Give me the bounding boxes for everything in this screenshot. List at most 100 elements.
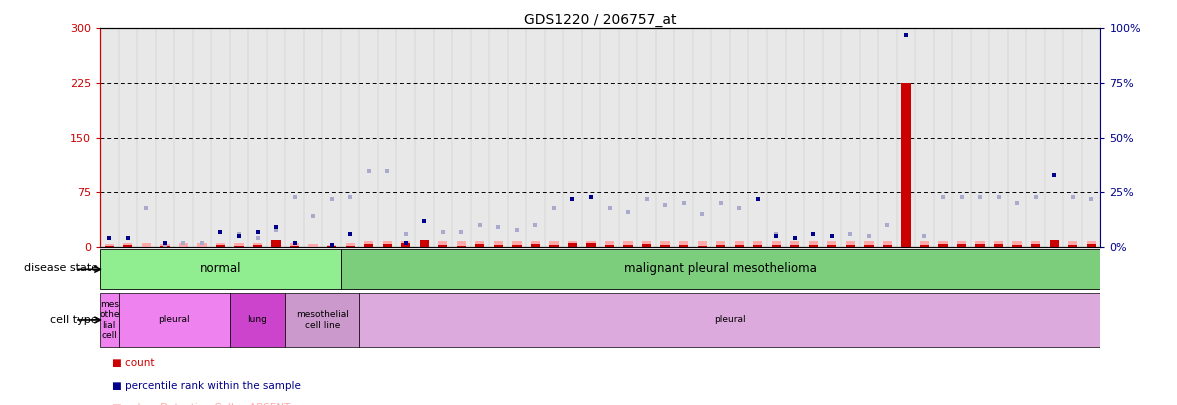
- Bar: [846, 245, 855, 247]
- Bar: [971, 28, 990, 247]
- Bar: [952, 28, 971, 247]
- Bar: [359, 293, 1100, 347]
- Bar: [378, 28, 397, 247]
- Text: mesothelial
cell line: mesothelial cell line: [295, 310, 348, 330]
- Bar: [253, 243, 262, 247]
- Bar: [772, 241, 780, 247]
- Bar: [341, 28, 359, 247]
- Bar: [902, 83, 911, 247]
- Bar: [285, 28, 304, 247]
- Bar: [600, 28, 619, 247]
- Bar: [105, 244, 114, 247]
- Bar: [883, 245, 892, 247]
- Bar: [976, 241, 985, 247]
- Bar: [346, 245, 354, 247]
- Bar: [272, 240, 280, 247]
- Bar: [605, 245, 614, 247]
- Bar: [179, 243, 188, 247]
- Bar: [105, 245, 114, 247]
- Bar: [827, 245, 837, 247]
- Bar: [531, 241, 540, 247]
- Bar: [545, 28, 564, 247]
- Bar: [550, 241, 559, 247]
- Bar: [341, 249, 1100, 289]
- Bar: [767, 28, 785, 247]
- Bar: [1012, 241, 1022, 247]
- Bar: [234, 243, 244, 247]
- Bar: [656, 28, 674, 247]
- Bar: [790, 241, 799, 247]
- Bar: [660, 245, 670, 247]
- Bar: [507, 28, 526, 247]
- Bar: [160, 244, 169, 247]
- Bar: [490, 28, 507, 247]
- Bar: [160, 246, 169, 247]
- Bar: [734, 241, 744, 247]
- Bar: [476, 244, 485, 247]
- Bar: [637, 28, 656, 247]
- Bar: [624, 245, 633, 247]
- Bar: [155, 28, 174, 247]
- Bar: [753, 241, 763, 247]
- Bar: [641, 241, 651, 247]
- Bar: [827, 241, 837, 247]
- Bar: [990, 28, 1008, 247]
- Bar: [248, 28, 267, 247]
- Bar: [842, 28, 859, 247]
- Bar: [1031, 241, 1040, 247]
- Bar: [809, 241, 818, 247]
- Bar: [383, 244, 392, 247]
- Bar: [957, 244, 966, 247]
- Bar: [457, 241, 466, 247]
- Bar: [698, 241, 707, 247]
- Bar: [438, 245, 447, 247]
- Bar: [493, 241, 503, 247]
- Bar: [809, 245, 818, 247]
- Bar: [420, 241, 428, 247]
- Bar: [785, 28, 804, 247]
- Bar: [976, 244, 985, 247]
- Bar: [211, 28, 230, 247]
- Bar: [698, 245, 707, 247]
- Bar: [401, 241, 411, 247]
- Bar: [586, 241, 596, 247]
- Bar: [267, 28, 285, 247]
- Bar: [433, 28, 452, 247]
- Bar: [619, 28, 637, 247]
- Text: cell type: cell type: [51, 315, 98, 325]
- Bar: [1045, 28, 1064, 247]
- Bar: [290, 246, 299, 247]
- Bar: [749, 28, 767, 247]
- Bar: [100, 28, 119, 247]
- Bar: [957, 241, 966, 247]
- Bar: [364, 244, 373, 247]
- Bar: [624, 241, 633, 247]
- Bar: [137, 28, 155, 247]
- Title: GDS1220 / 206757_at: GDS1220 / 206757_at: [524, 13, 677, 27]
- Text: ■ percentile rank within the sample: ■ percentile rank within the sample: [112, 381, 300, 391]
- Bar: [397, 28, 415, 247]
- Bar: [100, 293, 119, 347]
- Bar: [234, 245, 244, 247]
- Bar: [679, 245, 689, 247]
- Bar: [804, 28, 823, 247]
- Bar: [897, 28, 916, 247]
- Bar: [693, 28, 711, 247]
- Bar: [679, 241, 689, 247]
- Bar: [1068, 245, 1077, 247]
- Bar: [285, 293, 359, 347]
- Bar: [327, 245, 337, 247]
- Bar: [641, 244, 651, 247]
- Bar: [230, 28, 248, 247]
- Bar: [141, 243, 151, 247]
- Bar: [772, 245, 780, 247]
- Bar: [567, 243, 577, 247]
- Bar: [1068, 241, 1077, 247]
- Bar: [605, 241, 614, 247]
- Bar: [1082, 28, 1100, 247]
- Bar: [512, 241, 521, 247]
- Bar: [1008, 28, 1026, 247]
- Bar: [993, 244, 1003, 247]
- Text: disease state: disease state: [24, 263, 98, 273]
- Text: ■ value, Detection Call = ABSENT: ■ value, Detection Call = ABSENT: [112, 403, 291, 405]
